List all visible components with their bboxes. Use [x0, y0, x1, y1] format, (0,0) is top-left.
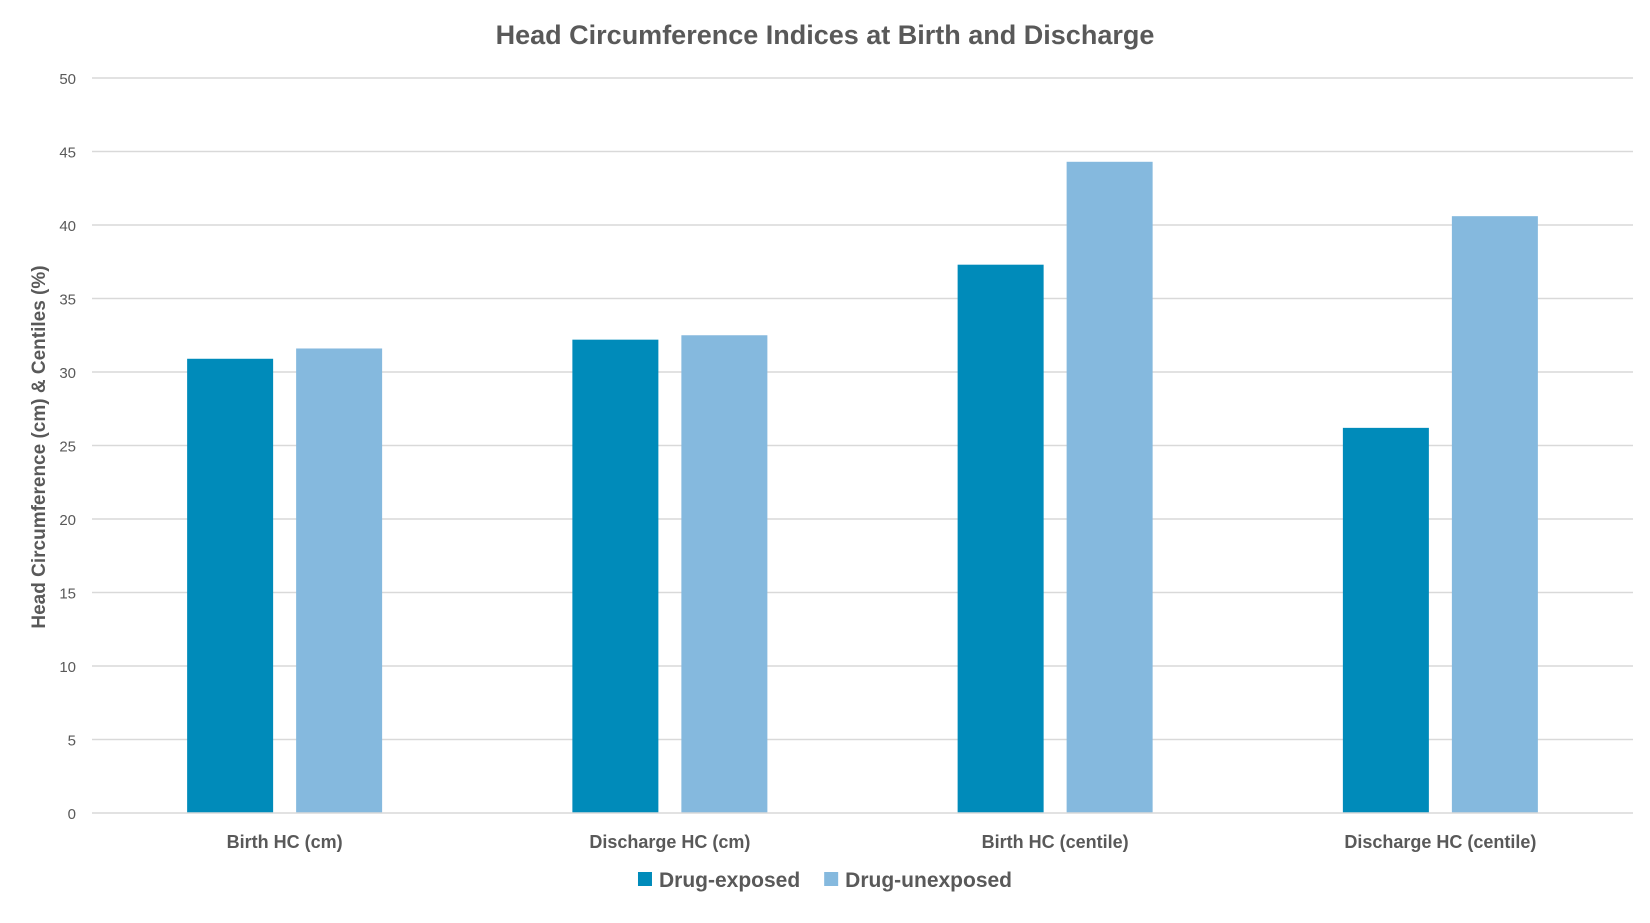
bars	[187, 161, 1538, 814]
x-category-label: Birth HC (centile)	[982, 832, 1129, 852]
y-tick-label: 0	[68, 806, 76, 823]
y-tick-label: 15	[59, 586, 76, 603]
legend-item: Drug-unexposed	[824, 869, 1012, 892]
bar-drug-unexposed	[1066, 161, 1153, 814]
y-tick-label: 30	[59, 365, 76, 382]
legend-swatch	[637, 872, 652, 886]
legend-label: Drug-exposed	[659, 869, 800, 892]
bar-drug-exposed	[1342, 427, 1429, 813]
y-axis-ticks: 0 5 10 15 20 25 30 35 40 45 50	[59, 71, 76, 823]
bar-drug-exposed	[957, 264, 1044, 813]
chart-title: Head Circumference Indices at Birth and …	[496, 20, 1155, 50]
bar-drug-exposed	[572, 339, 659, 813]
bar-drug-unexposed	[1451, 216, 1538, 813]
y-tick-label: 20	[59, 512, 76, 529]
x-category-label: Discharge HC (centile)	[1344, 832, 1536, 852]
y-tick-label: 35	[59, 292, 76, 309]
legend-swatch	[824, 872, 839, 886]
y-axis-label: Head Circumference (cm) & Centiles (%)	[29, 265, 50, 628]
y-tick-label: 25	[59, 439, 76, 456]
x-category-label: Birth HC (cm)	[227, 832, 343, 852]
y-tick-label: 10	[59, 659, 76, 676]
y-tick-label: 50	[59, 71, 76, 88]
x-category-label: Discharge HC (cm)	[589, 832, 750, 852]
y-tick-label: 45	[59, 145, 76, 162]
y-tick-label: 40	[59, 218, 76, 235]
y-tick-label: 5	[68, 733, 76, 750]
x-axis-category-labels: Birth HC (cm) Discharge HC (cm) Birth HC (…	[227, 832, 1537, 852]
bar-drug-unexposed	[681, 335, 768, 813]
bar-drug-exposed	[187, 358, 274, 813]
bar-drug-unexposed	[296, 348, 383, 813]
legend-item: Drug-exposed	[637, 869, 800, 892]
legend: Drug-exposed Drug-unexposed	[637, 869, 1012, 892]
legend-label: Drug-unexposed	[845, 869, 1012, 892]
